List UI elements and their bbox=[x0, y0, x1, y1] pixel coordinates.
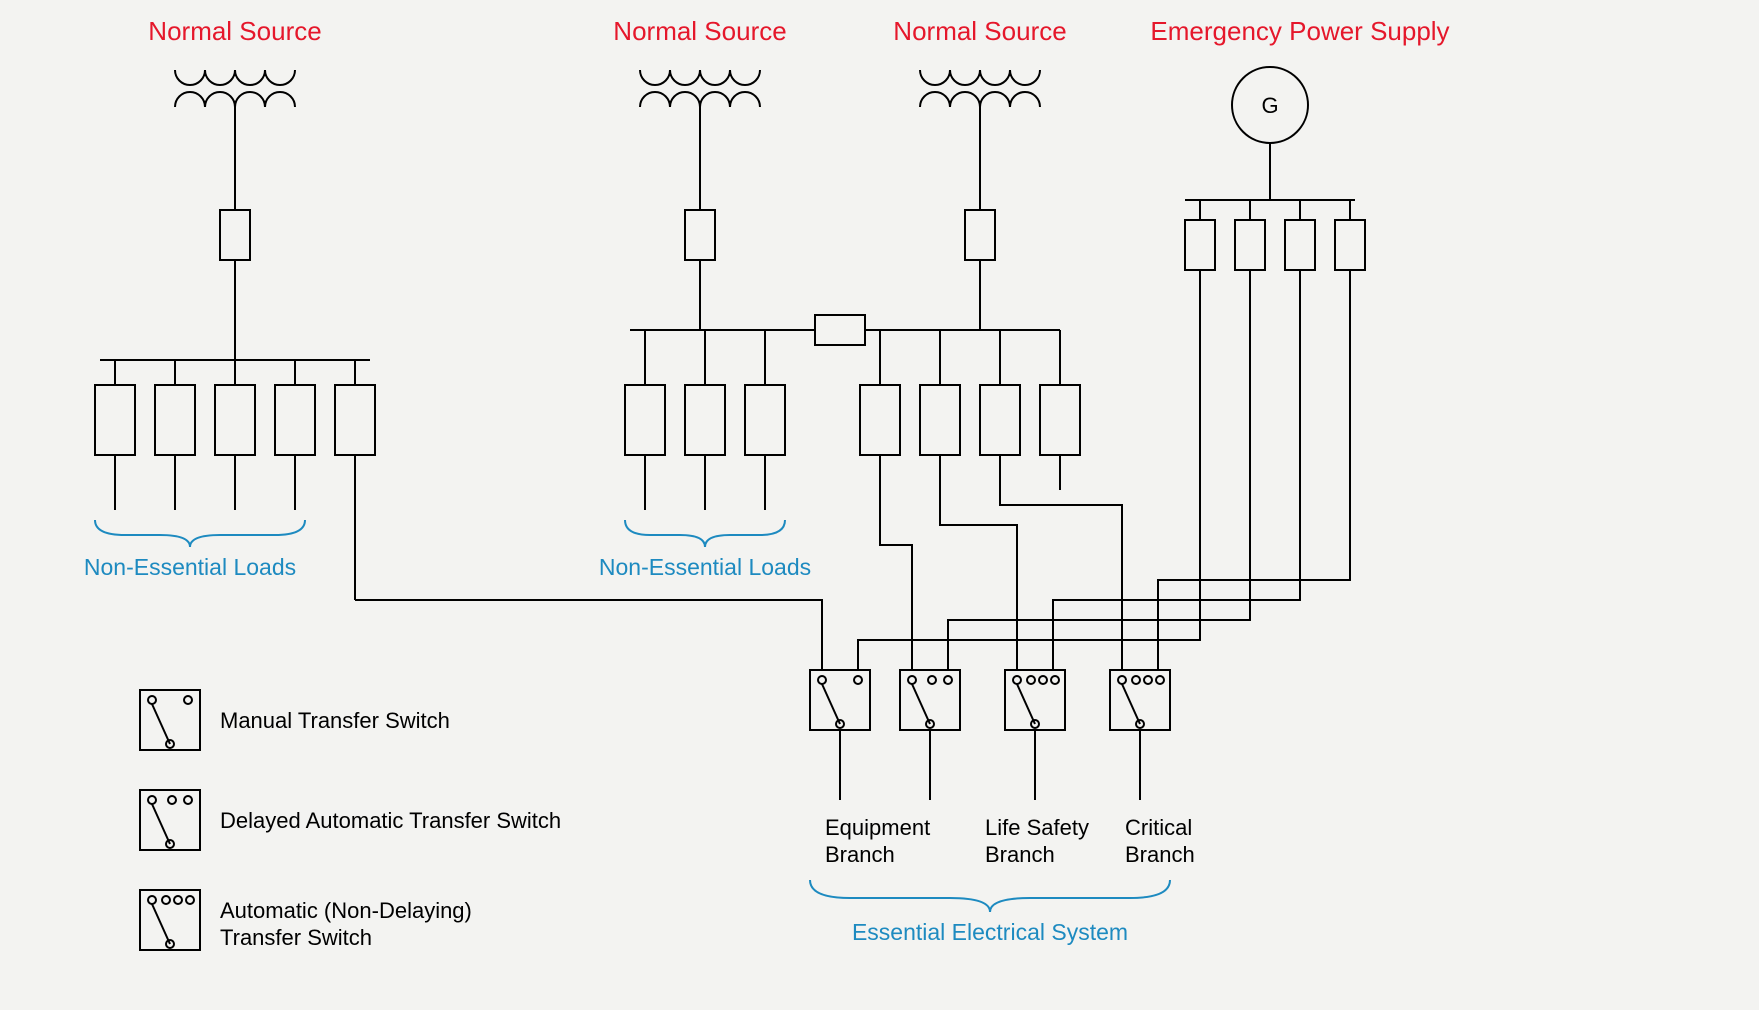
nonessential-loads-mid-label: Non-Essential Loads bbox=[599, 554, 811, 580]
generator-letter: G bbox=[1261, 93, 1278, 118]
legend-manual-label: Manual Transfer Switch bbox=[220, 708, 450, 733]
legend: Manual Transfer Switch Delayed Automatic… bbox=[140, 690, 561, 950]
transfer-switches bbox=[810, 670, 1170, 730]
source-3-feeders bbox=[860, 330, 1080, 455]
legend-delayed-label: Delayed Automatic Transfer Switch bbox=[220, 808, 561, 833]
source-3-label: Normal Source bbox=[893, 16, 1066, 46]
normal-source-3: Normal Source bbox=[860, 16, 1080, 455]
ts-life-safety bbox=[1005, 670, 1065, 730]
life-safety-branch-label-1: Life Safety bbox=[985, 815, 1089, 840]
bus-tie-breaker bbox=[815, 315, 865, 345]
emergency-power-supply: Emergency Power Supply G bbox=[1150, 16, 1449, 270]
normal-source-1: Normal Source Non-Essential Loads bbox=[84, 16, 375, 600]
equipment-branch-label-2: Branch bbox=[825, 842, 895, 867]
critical-branch-label-1: Critical bbox=[1125, 815, 1192, 840]
legend-auto-label-2: Transfer Switch bbox=[220, 925, 372, 950]
nonessential-loads-left-label: Non-Essential Loads bbox=[84, 554, 296, 580]
life-safety-branch-label-2: Branch bbox=[985, 842, 1055, 867]
ts-equipment-delayed bbox=[900, 670, 960, 730]
emergency-source-label: Emergency Power Supply bbox=[1150, 16, 1449, 46]
equipment-branch-label-1: Equipment bbox=[825, 815, 930, 840]
electrical-one-line-diagram: Normal Source Non-Essential Loads Normal… bbox=[0, 0, 1759, 1010]
critical-branch-label-2: Branch bbox=[1125, 842, 1195, 867]
source-1-label: Normal Source bbox=[148, 16, 321, 46]
source-2-label: Normal Source bbox=[613, 16, 786, 46]
generator-feeders bbox=[1185, 200, 1365, 270]
ts-equipment-manual bbox=[810, 670, 870, 730]
source-2-feeders bbox=[625, 330, 785, 510]
essential-electrical-system-label: Essential Electrical System bbox=[852, 919, 1128, 945]
legend-auto-label-1: Automatic (Non-Delaying) bbox=[220, 898, 472, 923]
ts-critical bbox=[1110, 670, 1170, 730]
normal-source-2: Normal Source Non-Essential Loads bbox=[599, 16, 815, 580]
